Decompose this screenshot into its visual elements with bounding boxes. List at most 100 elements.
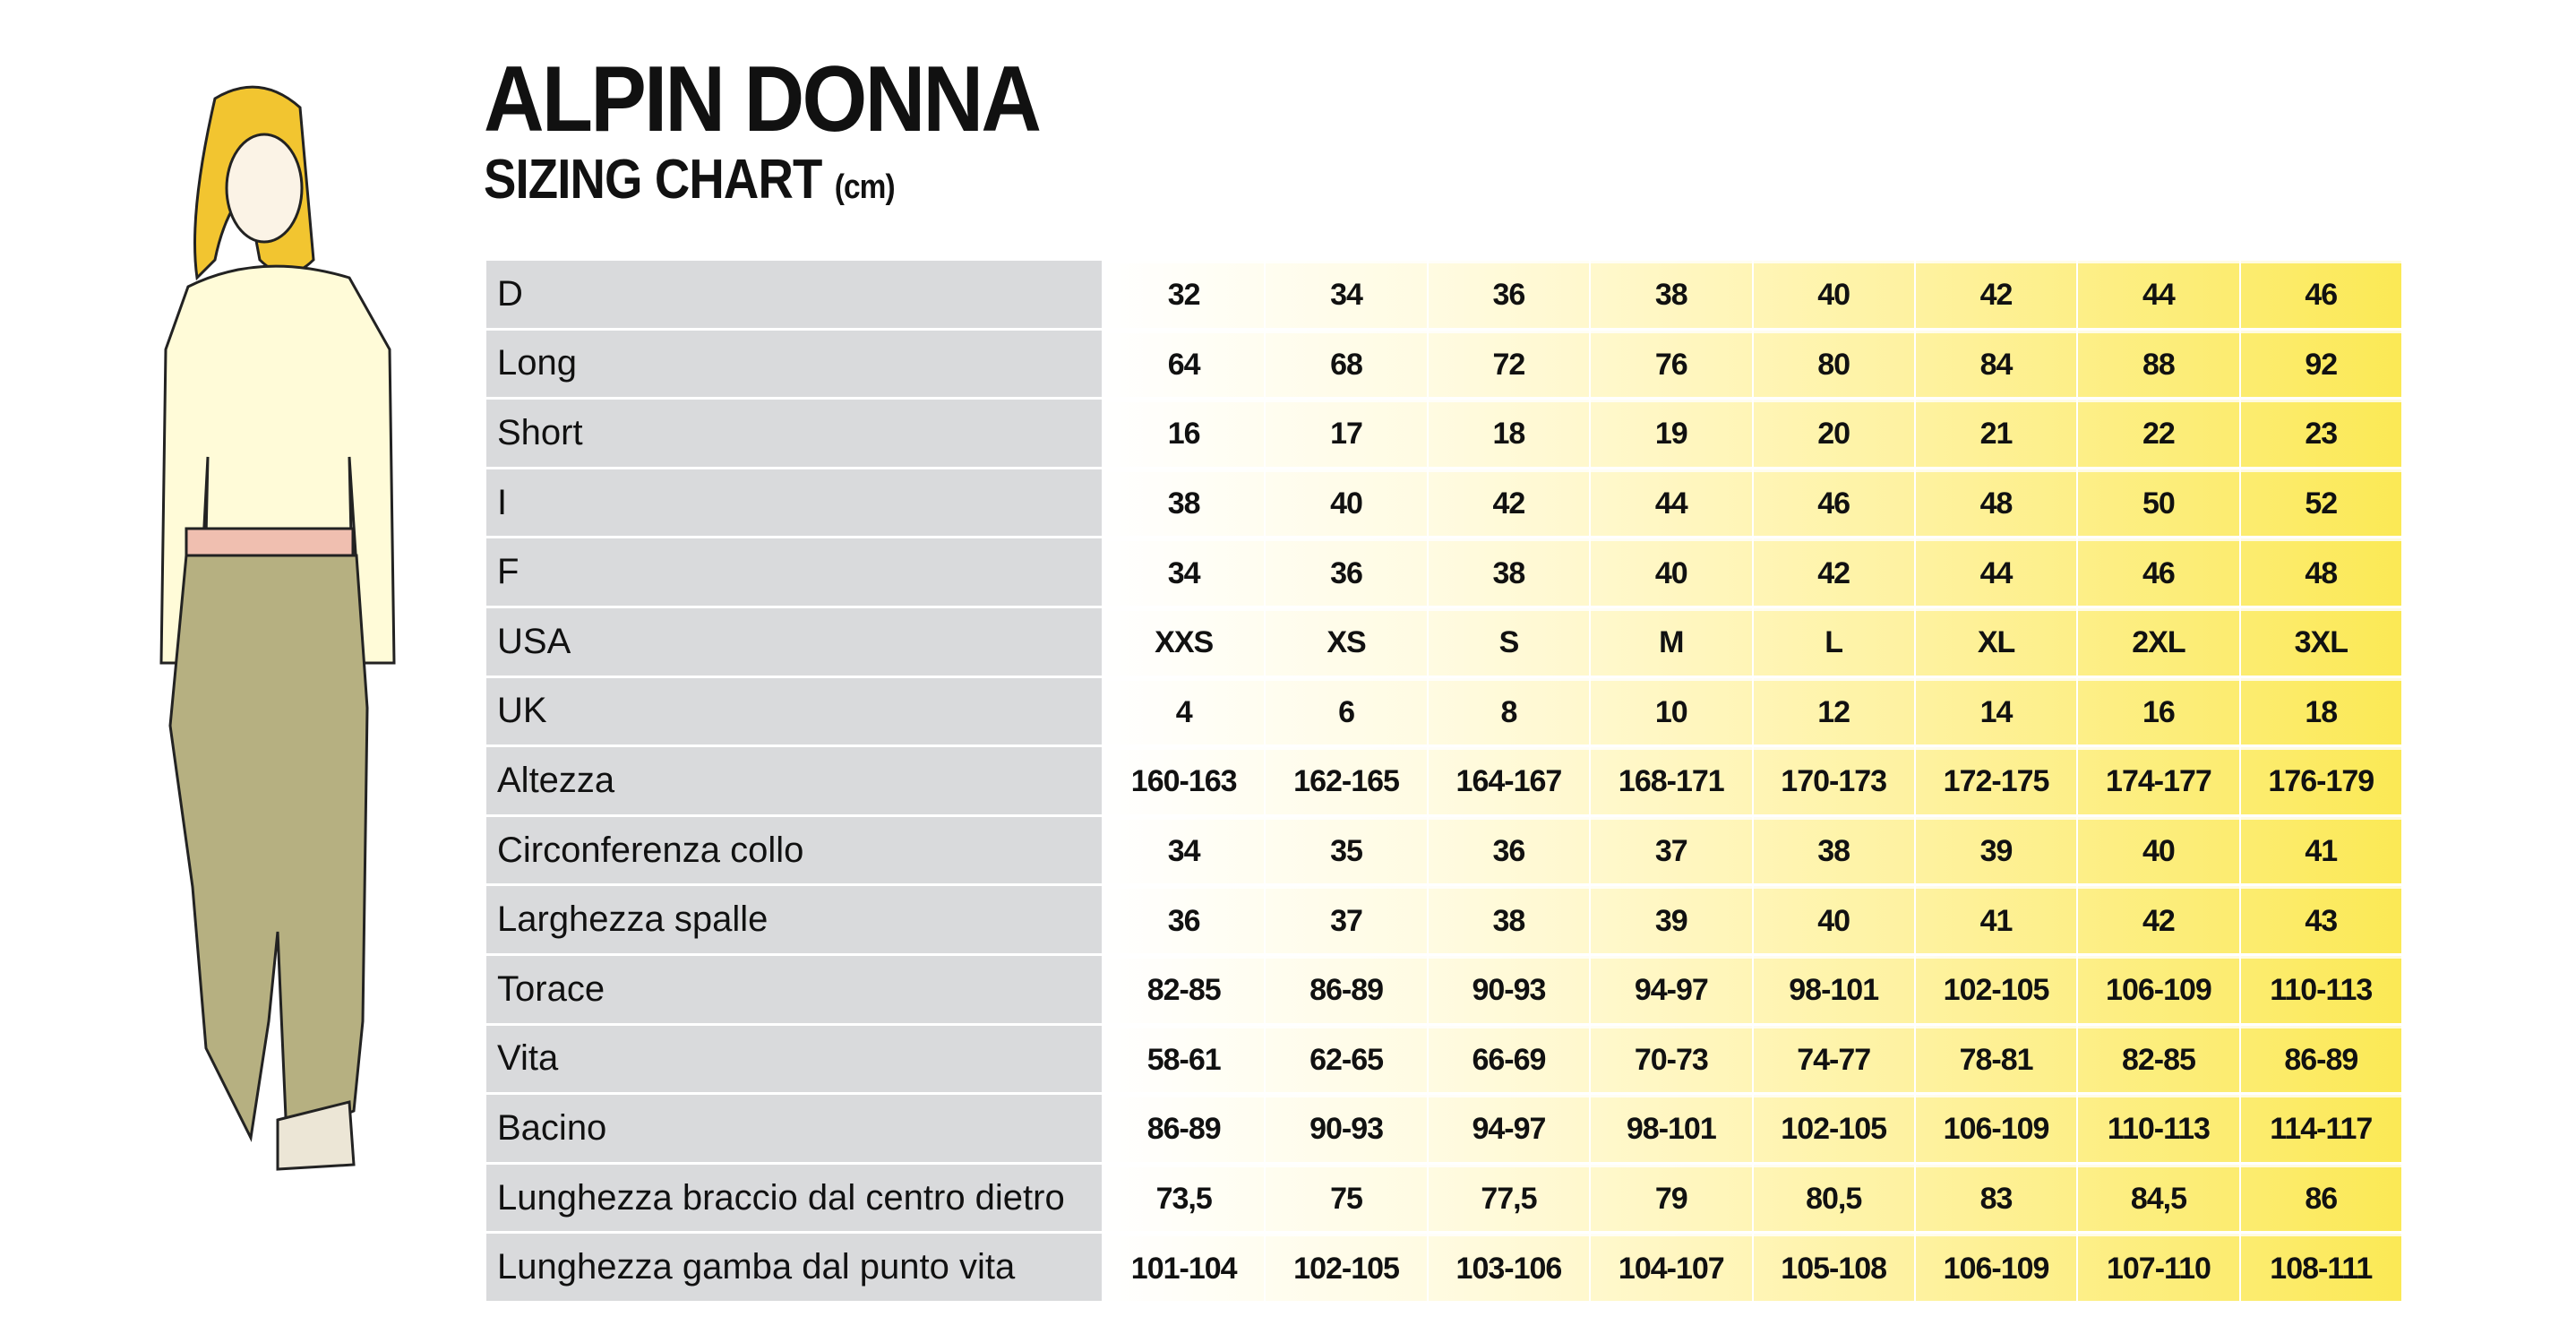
size-cell: 102-105 <box>1915 956 2077 1023</box>
size-cell: 37 <box>1591 816 1752 884</box>
size-cell: 73,5 <box>1103 1164 1265 1232</box>
size-cell: 41 <box>2240 816 2401 884</box>
size-cell: 48 <box>2240 538 2401 606</box>
size-cell: 40 <box>2078 816 2239 884</box>
size-cell: 18 <box>2240 677 2401 745</box>
unit: (cm) <box>834 168 896 206</box>
row-label: UK <box>486 677 1102 745</box>
size-cell: 80,5 <box>1753 1164 1914 1232</box>
size-cell: 106-109 <box>1915 1095 2077 1162</box>
row-label: Circonferenza collo <box>486 816 1102 884</box>
size-cell: 98-101 <box>1591 1095 1752 1162</box>
size-cell: 20 <box>1753 400 1914 467</box>
size-cell: 16 <box>1103 400 1265 467</box>
row-label: USA <box>486 608 1102 676</box>
size-cell: 64 <box>1103 330 1265 398</box>
size-cell: 102-105 <box>1753 1095 1914 1162</box>
row-label: Bacino <box>486 1095 1102 1162</box>
size-cell: 43 <box>2240 886 2401 953</box>
size-cell: 74-77 <box>1753 1025 1914 1093</box>
size-cell: 40 <box>1753 886 1914 953</box>
size-cell: 88 <box>2078 330 2239 398</box>
size-cell: 36 <box>1428 261 1590 328</box>
row-label: Long <box>486 330 1102 398</box>
size-cell: 46 <box>1753 469 1914 537</box>
size-cell: 44 <box>1591 469 1752 537</box>
size-cell: 6 <box>1266 677 1427 745</box>
size-cell: 176-179 <box>2240 747 2401 814</box>
size-cell: 90-93 <box>1266 1095 1427 1162</box>
size-cell: 92 <box>2240 330 2401 398</box>
size-cell: 50 <box>2078 469 2239 537</box>
size-cell: 41 <box>1915 886 2077 953</box>
size-cell: 58-61 <box>1103 1025 1265 1093</box>
size-cell: 32 <box>1103 261 1265 328</box>
size-cell: 10 <box>1591 677 1752 745</box>
size-cell: 102-105 <box>1266 1234 1427 1301</box>
size-cell: 39 <box>1591 886 1752 953</box>
size-cell: 172-175 <box>1915 747 2077 814</box>
size-cell: 36 <box>1428 816 1590 884</box>
size-cell: 40 <box>1591 538 1752 606</box>
size-cell: 114-117 <box>2240 1095 2401 1162</box>
size-cell: 86-89 <box>1266 956 1427 1023</box>
size-cell: 38 <box>1428 538 1590 606</box>
size-cell: 86 <box>2240 1164 2401 1232</box>
row-label: F <box>486 538 1102 606</box>
size-cell: XL <box>1915 608 2077 676</box>
size-cell: 77,5 <box>1428 1164 1590 1232</box>
size-cell: 46 <box>2078 538 2239 606</box>
size-cell: 42 <box>1753 538 1914 606</box>
size-cell: 21 <box>1915 400 2077 467</box>
size-cell: 12 <box>1753 677 1914 745</box>
row-label: Torace <box>486 956 1102 1023</box>
size-cell: 35 <box>1266 816 1427 884</box>
size-cell: 42 <box>1428 469 1590 537</box>
size-cell: 84 <box>1915 330 2077 398</box>
size-cell: 36 <box>1103 886 1265 953</box>
row-label: Lunghezza gamba dal punto vita <box>486 1234 1102 1301</box>
size-cell: 38 <box>1428 886 1590 953</box>
size-cell: 40 <box>1753 261 1914 328</box>
size-cell: 34 <box>1103 816 1265 884</box>
row-label: Vita <box>486 1025 1102 1093</box>
size-cell: 70-73 <box>1591 1025 1752 1093</box>
size-cell: 18 <box>1428 400 1590 467</box>
size-cell: 23 <box>2240 400 2401 467</box>
size-cell: 101-104 <box>1103 1234 1265 1301</box>
size-cell: 86-89 <box>1103 1095 1265 1162</box>
size-cell: 4 <box>1103 677 1265 745</box>
size-cell: 83 <box>1915 1164 2077 1232</box>
size-cell: 40 <box>1266 469 1427 537</box>
size-cell: 168-171 <box>1591 747 1752 814</box>
size-cell: 98-101 <box>1753 956 1914 1023</box>
subtitle-text: SIZING CHART <box>484 149 822 211</box>
size-cell: 22 <box>2078 400 2239 467</box>
size-cell: 72 <box>1428 330 1590 398</box>
size-cell: 76 <box>1591 330 1752 398</box>
sizing-table: D 32 34 36 38 40 42 44 46 Long 64 68 72 76 80 84 88 92 Sho… <box>486 261 2403 1304</box>
size-cell: 2XL <box>2078 608 2239 676</box>
size-cell: 82-85 <box>2078 1025 2239 1093</box>
size-cell: 44 <box>1915 538 2077 606</box>
size-cell: 42 <box>1915 261 2077 328</box>
size-cell: L <box>1753 608 1914 676</box>
size-cell: 90-93 <box>1428 956 1590 1023</box>
size-cell: XXS <box>1103 608 1265 676</box>
size-cell: 19 <box>1591 400 1752 467</box>
size-cell: 160-163 <box>1103 747 1265 814</box>
size-cell: 80 <box>1753 330 1914 398</box>
size-cell: 38 <box>1591 261 1752 328</box>
size-cell: 105-108 <box>1753 1234 1914 1301</box>
size-cell: 75 <box>1266 1164 1427 1232</box>
size-cell: 37 <box>1266 886 1427 953</box>
size-cell: 38 <box>1103 469 1265 537</box>
size-cell: 68 <box>1266 330 1427 398</box>
size-cell: 86-89 <box>2240 1025 2401 1093</box>
size-cell: 170-173 <box>1753 747 1914 814</box>
size-cell: 106-109 <box>1915 1234 2077 1301</box>
size-cell: M <box>1591 608 1752 676</box>
size-cell: 84,5 <box>2078 1164 2239 1232</box>
size-cell: 107-110 <box>2078 1234 2239 1301</box>
row-label: D <box>486 261 1102 328</box>
